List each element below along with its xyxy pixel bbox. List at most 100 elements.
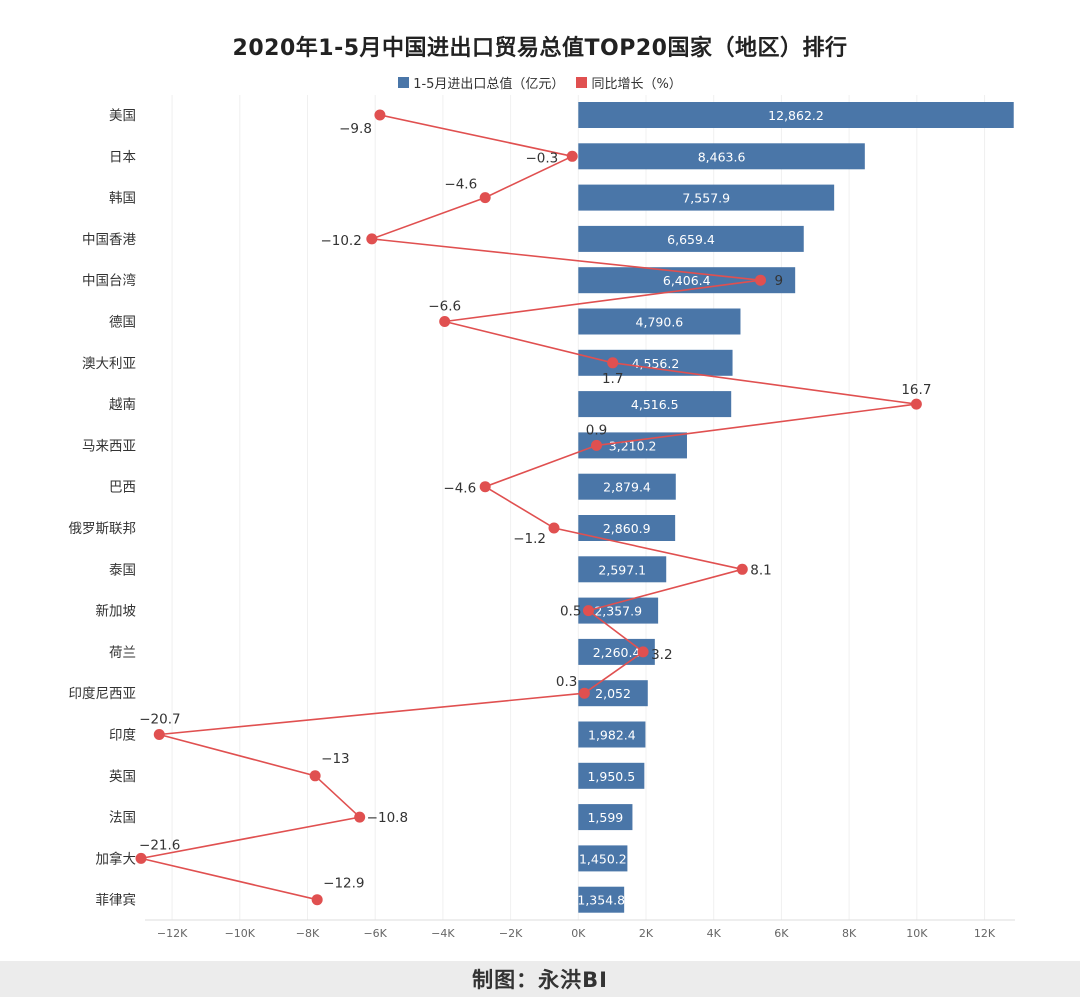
bar-value-label: 2,357.9: [594, 604, 642, 619]
growth-point: [309, 770, 321, 782]
y-category-label: 日本: [109, 149, 136, 165]
y-category-label: 泰国: [109, 562, 136, 578]
bar: [578, 391, 732, 418]
x-tick-label: 6K: [774, 927, 789, 940]
growth-point: [548, 522, 560, 534]
growth-point: [366, 233, 378, 245]
growth-value-label: 1.7: [602, 371, 623, 387]
bar: [578, 308, 741, 335]
bar: [578, 886, 625, 913]
growth-point: [591, 439, 603, 451]
growth-value-label: 0.5: [560, 604, 581, 620]
x-tick-label: −6K: [363, 927, 387, 940]
growth-value-label: 9: [774, 273, 783, 289]
x-tick-label: −12K: [157, 927, 188, 940]
bar: [578, 721, 646, 748]
growth-point: [736, 563, 748, 575]
y-category-label: 中国香港: [82, 232, 136, 248]
y-category-label: 韩国: [109, 191, 136, 207]
x-tick-label: 0K: [571, 927, 586, 940]
bar-value-label: 1,599: [587, 810, 623, 825]
y-category-label: 德国: [109, 315, 136, 331]
y-category-label: 英国: [109, 768, 136, 785]
growth-point: [637, 646, 649, 658]
x-tick-label: −10K: [225, 927, 256, 940]
growth-value-label: −9.8: [339, 121, 372, 137]
growth-point: [479, 481, 491, 493]
legend-item-growth[interactable]: 同比增长（%）: [576, 73, 682, 92]
bar: [578, 762, 645, 789]
legend-swatch-bar: [398, 77, 410, 88]
legend-label-trade-value: 1-5月进出口总值（亿元）: [413, 77, 565, 92]
bar-value-label: 2,860.9: [603, 521, 651, 536]
bar: [578, 184, 835, 211]
y-category-label: 马来西亚: [82, 438, 136, 454]
legend-item-trade-value[interactable]: 1-5月进出口总值（亿元）: [398, 73, 564, 92]
y-category-label: 印度: [109, 728, 136, 744]
x-tick-label: −2K: [499, 927, 523, 940]
growth-value-label: −4.6: [443, 481, 476, 497]
y-category-label: 菲律宾: [96, 893, 137, 909]
x-tick-label: 4K: [707, 927, 722, 940]
bar-value-label: 6,659.4: [667, 232, 715, 247]
legend: 1-5月进出口总值（亿元） 同比增长（%）: [0, 73, 1080, 92]
bar: [578, 143, 865, 170]
growth-value-label: −12.9: [323, 876, 364, 892]
bar: [578, 804, 633, 831]
growth-value-label: −10.8: [367, 810, 408, 826]
growth-point: [578, 687, 590, 699]
growth-line-series: −9.8 −0.3 −4.6 −10.2 9 −6.6 1.7 16.7 0.9 −4.6 −1.2…: [135, 109, 931, 906]
growth-value-label: −0.3: [525, 150, 558, 166]
bar-value-label: 7,557.9: [682, 191, 730, 206]
growth-point: [311, 894, 323, 906]
growth-point: [479, 192, 491, 204]
bar-series: 12,862.2 8,463.6 7,557.9 6,659.4 6,406.4 4,79…: [577, 102, 1014, 913]
bar-value-label: 1,450.2: [579, 851, 627, 866]
growth-value-label: 0.3: [556, 674, 577, 690]
growth-value-label: −21.6: [139, 837, 180, 853]
growth-value-label: −10.2: [320, 233, 361, 249]
growth-line: [140, 114, 917, 901]
y-category-label: 中国台湾: [82, 272, 136, 289]
bar: [578, 102, 1014, 128]
y-category-label: 澳大利亚: [82, 356, 136, 372]
bar-value-label: 1,982.4: [588, 728, 636, 743]
growth-value-label: −6.6: [428, 299, 461, 315]
growth-value-label: −4.6: [444, 177, 477, 193]
y-category-label: 越南: [109, 397, 136, 413]
y-category-label: 法国: [109, 810, 136, 826]
growth-value-label: −13: [321, 751, 350, 767]
x-tick-label: 12K: [974, 927, 996, 940]
x-tick-label: −4K: [431, 927, 455, 940]
bar-value-label: 2,879.4: [603, 480, 651, 495]
bar-value-label: 1,950.5: [587, 769, 635, 784]
y-category-label: 加拿大: [96, 850, 137, 867]
bar-value-label: 12,862.2: [768, 108, 824, 123]
growth-value-label: 16.7: [901, 382, 931, 398]
bar: [578, 349, 733, 376]
bar-value-label: 1,354.8: [577, 893, 625, 908]
y-category-label: 印度尼西亚: [69, 686, 137, 702]
legend-swatch-line: [576, 77, 588, 88]
growth-point: [566, 150, 578, 162]
bar: [578, 556, 667, 583]
growth-point: [582, 605, 594, 617]
bar: [578, 680, 648, 707]
x-tick-label: 2K: [639, 927, 654, 940]
bar-value-label: 2,052: [595, 686, 631, 701]
bar-value-label: 2,597.1: [598, 562, 646, 577]
bar-value-label: 4,790.6: [636, 315, 684, 330]
y-category-label: 巴西: [109, 480, 136, 496]
axes: −12K −10K −8K −6K −4K −2K 0K 2K 4K 6K 8K 10K 12K 美国日本…: [69, 108, 1015, 940]
y-category-label: 荷兰: [109, 645, 136, 661]
growth-point: [439, 316, 451, 327]
growth-value-label: 8.1: [750, 562, 771, 578]
growth-value-label: −1.2: [513, 531, 546, 547]
growth-point: [607, 357, 619, 369]
bar: [578, 225, 804, 252]
y-category-label: 美国: [109, 108, 136, 124]
bar-value-label: 2,260.4: [593, 645, 641, 660]
growth-point: [374, 109, 386, 121]
growth-point: [754, 274, 766, 286]
legend-label-growth: 同比增长（%）: [591, 77, 682, 92]
